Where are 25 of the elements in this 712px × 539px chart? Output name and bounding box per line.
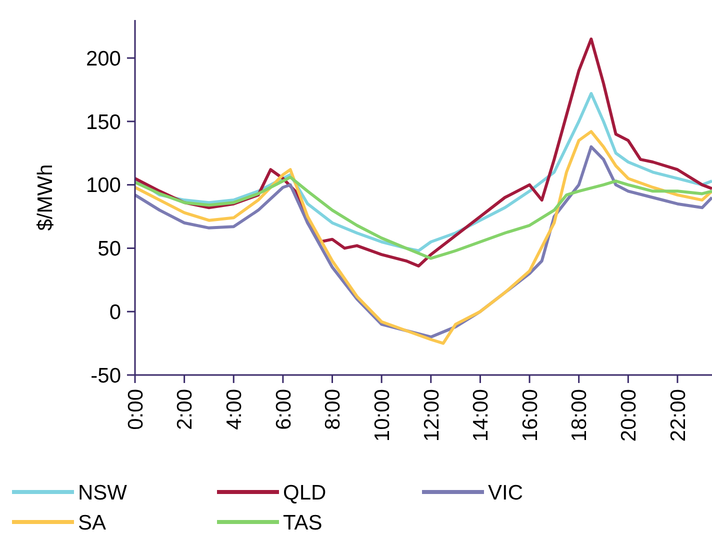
x-tick-label: 14:00 bbox=[470, 389, 493, 442]
x-tick-label: 20:00 bbox=[618, 389, 641, 442]
y-tick-label: 100 bbox=[86, 174, 121, 198]
x-tick-label: 16:00 bbox=[518, 389, 542, 442]
legend-label: QLD bbox=[283, 481, 326, 504]
legend-label: VIC bbox=[488, 481, 524, 504]
x-tick-label: 12:00 bbox=[420, 389, 444, 442]
legend-label: SA bbox=[78, 511, 106, 534]
legend-label: TAS bbox=[283, 511, 322, 534]
y-tick-label: -50 bbox=[90, 364, 121, 388]
x-tick-label: 22:00 bbox=[666, 389, 690, 442]
x-tick-label: 4:00 bbox=[222, 389, 246, 430]
x-tick-label: 8:00 bbox=[322, 389, 345, 430]
y-tick-label: 0 bbox=[109, 300, 121, 324]
x-tick-label: 10:00 bbox=[370, 389, 394, 442]
y-axis-title: $/MWh bbox=[34, 164, 57, 231]
x-tick-label: 2:00 bbox=[174, 389, 197, 430]
line-series bbox=[134, 176, 712, 260]
x-tick-label: 6:00 bbox=[272, 389, 296, 430]
legend-label: NSW bbox=[78, 481, 128, 504]
y-tick-label: 200 bbox=[86, 47, 121, 70]
y-tick-label: 150 bbox=[86, 110, 121, 134]
y-tick-label: 50 bbox=[98, 238, 121, 261]
x-tick-label: 18:00 bbox=[568, 389, 592, 442]
x-tick-label: 0:00 bbox=[124, 389, 148, 430]
